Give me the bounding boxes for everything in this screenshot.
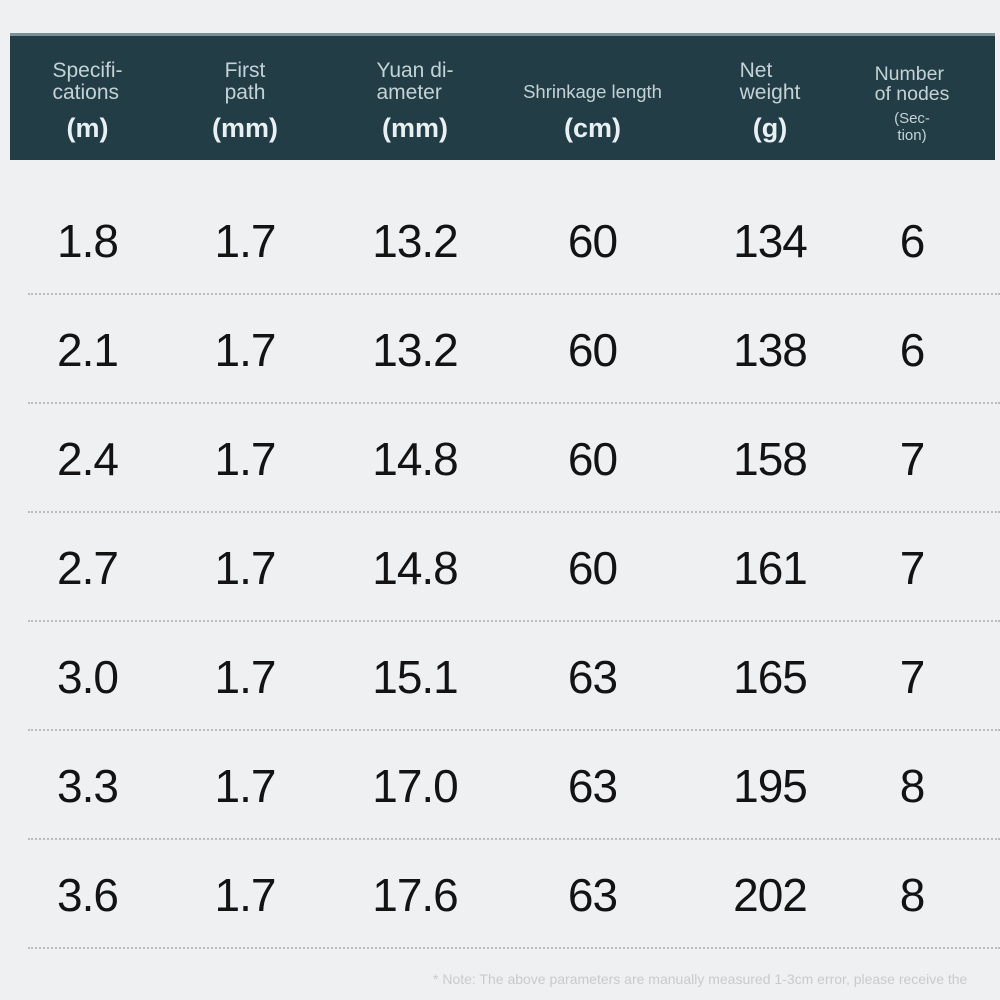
header-background xyxy=(10,33,995,160)
header-label-first-path: First path xyxy=(224,58,266,105)
cell-specification: 2.7 xyxy=(57,541,119,594)
cell-yuan-diameter: 14.8 xyxy=(372,432,459,485)
header-label-yuan-diameter: Yuan di- ameter xyxy=(376,58,454,105)
cell-net-weight: 134 xyxy=(733,214,808,267)
cell-specification: 3.3 xyxy=(57,759,119,812)
cell-net-weight: 165 xyxy=(733,650,808,703)
table-row: 1.8 1.7 13.2 60 134 6 xyxy=(0,160,1000,295)
cell-net-weight: 202 xyxy=(733,868,808,921)
header-unit-mm-1: (mm) xyxy=(212,113,278,144)
cell-number-of-nodes: 7 xyxy=(899,541,926,594)
cell-shrinkage-length: 63 xyxy=(567,650,618,703)
cell-specification: 1.8 xyxy=(57,214,119,267)
cell-yuan-diameter: 13.2 xyxy=(372,214,459,267)
cell-first-path: 1.7 xyxy=(214,432,277,485)
cell-number-of-nodes: 6 xyxy=(899,214,926,267)
cell-net-weight: 195 xyxy=(733,759,808,812)
spec-table: Specifi- cations (m) First path (mm) Yua… xyxy=(0,33,1000,949)
header-label-net-weight: Net weight xyxy=(739,58,801,105)
cell-number-of-nodes: 7 xyxy=(899,432,926,485)
table-header: Specifi- cations (m) First path (mm) Yua… xyxy=(0,33,1000,160)
cell-specification: 2.4 xyxy=(57,432,119,485)
cell-first-path: 1.7 xyxy=(214,214,277,267)
header-shrinkage-length: Shrinkage length (cm) xyxy=(515,33,670,160)
table-row: 3.6 1.7 17.6 63 202 8 xyxy=(0,840,1000,949)
cell-net-weight: 158 xyxy=(733,432,808,485)
cell-number-of-nodes: 8 xyxy=(899,759,926,812)
cell-shrinkage-length: 60 xyxy=(567,432,618,485)
header-unit-m: (m) xyxy=(66,113,109,144)
table-row: 2.1 1.7 13.2 60 138 6 xyxy=(0,295,1000,404)
cell-shrinkage-length: 63 xyxy=(567,868,618,921)
cell-number-of-nodes: 6 xyxy=(899,323,926,376)
cell-yuan-diameter: 17.0 xyxy=(372,759,459,812)
header-first-path: First path (mm) xyxy=(175,33,315,160)
header-label-specifications: Specifi- cations xyxy=(52,58,123,105)
header-unit-cm: (cm) xyxy=(563,113,621,144)
cell-first-path: 1.7 xyxy=(214,759,277,812)
table-row: 2.7 1.7 14.8 60 161 7 xyxy=(0,513,1000,622)
cell-yuan-diameter: 17.6 xyxy=(372,868,459,921)
cell-first-path: 1.7 xyxy=(214,541,277,594)
cell-specification: 2.1 xyxy=(57,323,119,376)
cell-number-of-nodes: 7 xyxy=(899,650,926,703)
table-row: 3.0 1.7 15.1 63 165 7 xyxy=(0,622,1000,731)
table-body: 1.8 1.7 13.2 60 134 6 2.1 1.7 13.2 60 13… xyxy=(0,160,1000,949)
header-label-shrinkage-length: Shrinkage length xyxy=(523,80,662,102)
cell-first-path: 1.7 xyxy=(214,650,277,703)
cell-net-weight: 138 xyxy=(733,323,808,376)
cell-yuan-diameter: 14.8 xyxy=(372,541,459,594)
header-unit-g: (g) xyxy=(752,113,788,144)
cell-number-of-nodes: 8 xyxy=(899,868,926,921)
cell-first-path: 1.7 xyxy=(214,868,277,921)
cell-specification: 3.0 xyxy=(57,650,119,703)
header-number-of-nodes: Number of nodes (Sec- tion) xyxy=(870,33,1000,160)
header-net-weight: Net weight (g) xyxy=(670,33,870,160)
header-label-number-of-nodes: Number of nodes xyxy=(874,62,950,106)
cell-shrinkage-length: 60 xyxy=(567,541,618,594)
cell-yuan-diameter: 13.2 xyxy=(372,323,459,376)
cell-first-path: 1.7 xyxy=(214,323,277,376)
header-unit-section: (Sec- tion) xyxy=(894,110,930,144)
cell-shrinkage-length: 60 xyxy=(567,214,618,267)
cell-specification: 3.6 xyxy=(57,868,119,921)
footer-note: * Note: The above parameters are manuall… xyxy=(433,971,968,987)
cell-shrinkage-length: 60 xyxy=(567,323,618,376)
header-specifications: Specifi- cations (m) xyxy=(0,33,175,160)
cell-yuan-diameter: 15.1 xyxy=(372,650,459,703)
cell-shrinkage-length: 63 xyxy=(567,759,618,812)
table-row: 2.4 1.7 14.8 60 158 7 xyxy=(0,404,1000,513)
cell-net-weight: 161 xyxy=(733,541,808,594)
table-row: 3.3 1.7 17.0 63 195 8 xyxy=(0,731,1000,840)
header-unit-mm-2: (mm) xyxy=(382,113,448,144)
header-yuan-diameter: Yuan di- ameter (mm) xyxy=(315,33,515,160)
